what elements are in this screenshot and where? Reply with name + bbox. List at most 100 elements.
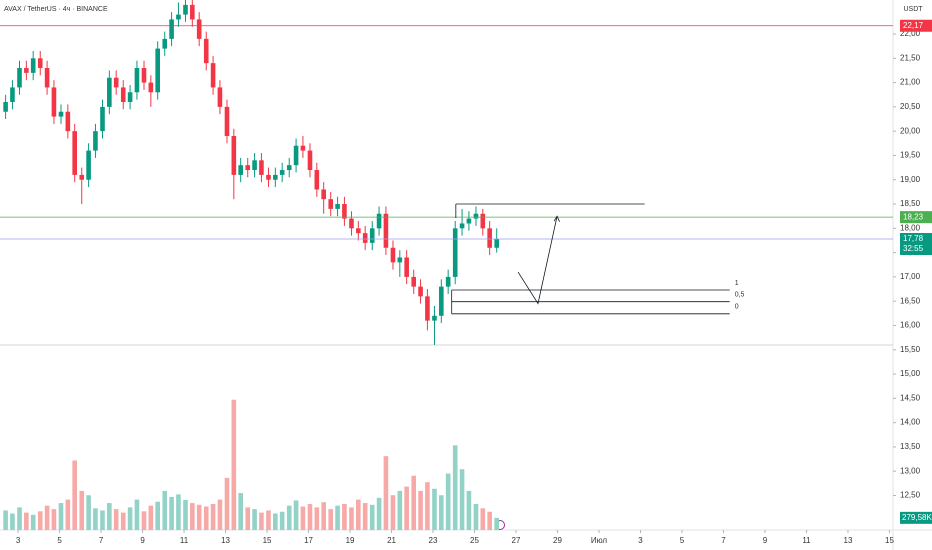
- volume-bar: [217, 499, 223, 530]
- volume-bar: [169, 496, 174, 530]
- price-label-box: [900, 211, 932, 224]
- candle-body: [328, 199, 334, 209]
- volume-bar: [10, 513, 15, 530]
- candle-body: [411, 276, 417, 287]
- candle-body: [17, 68, 22, 88]
- candle-body: [439, 286, 444, 316]
- price-label-box: [900, 233, 932, 256]
- candle-body: [286, 165, 292, 171]
- candle-body: [397, 257, 403, 263]
- volume-bar: [307, 503, 313, 530]
- y-tick-label: 12,50: [900, 491, 921, 500]
- volume-label-box: [900, 511, 932, 524]
- candle-body: [3, 102, 8, 112]
- volume-bar: [44, 505, 50, 530]
- candle-body: [127, 92, 133, 103]
- candle-body: [190, 4, 195, 20]
- x-tick-label: 7: [721, 536, 726, 545]
- y-tick-label: 20,00: [900, 126, 921, 135]
- candle-body: [231, 136, 237, 175]
- x-tick-label: 11: [802, 536, 811, 545]
- y-tick-label: 17,00: [900, 272, 921, 281]
- candle-body: [210, 63, 216, 88]
- candle-body: [494, 239, 500, 248]
- candle-body: [273, 174, 278, 180]
- currency: USDT: [903, 6, 923, 13]
- y-tick-label: 21,50: [900, 53, 921, 62]
- volume-bar: [473, 503, 479, 530]
- volume-bar: [397, 490, 403, 530]
- volume-bar: [224, 477, 230, 530]
- candle-body: [72, 131, 77, 175]
- candle-body: [93, 131, 98, 151]
- volume-bar: [162, 490, 168, 530]
- volume-bar: [369, 504, 375, 530]
- volume-bar: [3, 510, 8, 530]
- candle-body: [383, 213, 389, 248]
- candle-body: [321, 189, 326, 200]
- candle-body: [44, 68, 50, 88]
- candle-body: [79, 174, 85, 180]
- candle-body: [100, 106, 105, 132]
- x-tick-label: 3: [638, 536, 643, 545]
- x-tick-label: 9: [763, 536, 768, 545]
- price-label: 18,23: [903, 212, 924, 221]
- x-tick-label: 3: [16, 536, 21, 545]
- volume-bar: [72, 460, 77, 530]
- candle-body: [466, 218, 472, 224]
- volume-bar: [252, 509, 257, 530]
- candle-body: [30, 58, 36, 73]
- candle-body: [425, 296, 430, 321]
- volume-bar: [37, 511, 43, 530]
- candle-body: [86, 150, 91, 180]
- y-tick-label: 18,00: [900, 223, 921, 232]
- volume-bar: [86, 495, 91, 530]
- candle-body: [134, 68, 140, 93]
- fib-label: 1: [735, 280, 739, 287]
- x-tick-label: 5: [680, 536, 685, 545]
- x-tick-label: 11: [180, 536, 189, 545]
- arrow-path: [517, 216, 558, 305]
- volume-bar: [383, 456, 389, 530]
- candle-body: [459, 223, 465, 229]
- candle-body: [293, 145, 299, 166]
- candle-body: [203, 38, 209, 64]
- volume-bar: [141, 511, 147, 530]
- volume-bar: [203, 506, 209, 530]
- candle-body: [141, 68, 147, 83]
- candle-body: [480, 213, 486, 229]
- candle-body: [432, 315, 437, 321]
- volume-label: 279,58K: [902, 513, 932, 522]
- candle-body: [356, 228, 361, 234]
- price-label: 22,17: [903, 21, 924, 30]
- candle-body: [390, 247, 396, 263]
- x-tick-label: 15: [263, 536, 272, 545]
- volume-bar: [30, 514, 36, 530]
- y-tick-label: 19,00: [900, 175, 921, 184]
- volume-bar: [494, 517, 500, 530]
- volume-bar: [196, 504, 202, 530]
- x-tick-label: 5: [57, 536, 62, 545]
- candle-body: [148, 82, 154, 93]
- volume-bar: [425, 482, 430, 530]
- x-tick-label: 27: [512, 536, 521, 545]
- candle-body: [238, 165, 243, 175]
- volume-bar: [418, 490, 423, 530]
- volume-bar: [238, 493, 243, 530]
- volume-bar: [155, 501, 160, 530]
- volume-bar: [356, 499, 361, 530]
- y-tick-label: 13,00: [900, 466, 921, 475]
- volume-bar: [411, 475, 417, 530]
- x-tick-label: 15: [885, 536, 894, 545]
- candle-body: [113, 77, 119, 88]
- candle-body: [217, 87, 223, 107]
- candle-body: [176, 14, 181, 20]
- candle-body: [335, 204, 340, 209]
- volume-bar: [79, 490, 85, 530]
- volume-bar: [445, 473, 451, 530]
- price-label-box: [900, 19, 932, 32]
- volume-bar: [487, 511, 492, 530]
- candle-body: [307, 150, 313, 171]
- candle-body: [279, 170, 285, 175]
- volume-bar: [279, 511, 285, 530]
